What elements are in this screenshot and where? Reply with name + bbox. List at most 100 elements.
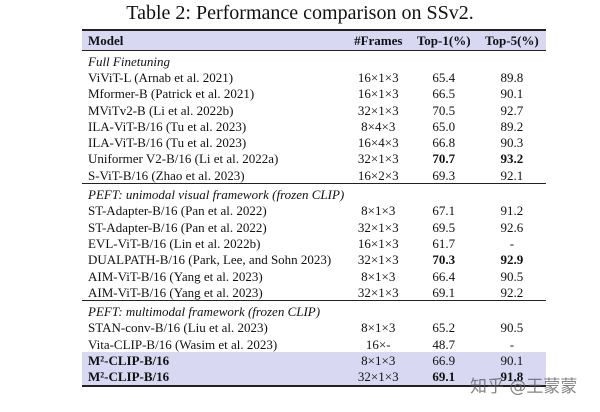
cell: 69.1 (432, 284, 456, 300)
data-row: Uniformer V2-B/16 (Li et al. 2022a) 32×1×… (82, 151, 546, 167)
cell: 90.5 (500, 268, 524, 284)
cell: ST-Adapter-B/16 (Pan et al. 2022) (88, 219, 267, 235)
data-row: MViTv2-B (Li et al. 2022b) 32×1×3 70.5 92.7 (82, 102, 546, 118)
group-row: Full Finetuning (82, 51, 546, 70)
cell: 90.5 (500, 320, 524, 336)
data-row: ST-Adapter-B/16 (Pan et al. 2022) 8×1×3 67… (82, 203, 546, 219)
cell: 8×1×3 (361, 268, 396, 284)
cell: 92.2 (500, 284, 524, 300)
cell: DUALPATH-B/16 (Park, Lee, and Sohn 2023) (88, 252, 332, 268)
data-row: STAN-conv-B/16 (Liu et al. 2023) 8×1×3 65.… (82, 320, 546, 336)
cell: 66.9 (409, 352, 478, 369)
group-label: PEFT: unimodal visual framework (frozen … (82, 183, 546, 203)
cell: EVL-ViT-B/16 (Lin et al. 2022b) (88, 235, 261, 251)
cell: 67.1 (432, 203, 456, 219)
cell: 89.2 (500, 118, 524, 134)
data-row: M²-CLIP-B/16 32×1×3 69.1 91.8 (82, 368, 546, 387)
watermark: 知乎 @王蒙蒙 (470, 377, 578, 397)
data-row: S-ViT-B/16 (Zhao et al. 2023) 16×2×3 69.3 9… (82, 167, 546, 184)
cell: 8×1×3 (361, 320, 396, 336)
header-cell: Top-5(%) (477, 29, 546, 51)
header-row: Model #Frames Top-1(%) Top-5(%) (82, 29, 546, 51)
data-row: ILA-ViT-B/16 (Tu et al. 2023) 8×4×3 65.0 89… (82, 118, 546, 134)
cell: 32×1×3 (357, 252, 399, 268)
cell: 70.5 (432, 102, 456, 118)
header-cell: Top-1(%) (409, 29, 478, 51)
cell: 91.2 (500, 203, 524, 219)
cell: MViTv2-B (Li et al. 2022b) (88, 102, 234, 118)
cell: 66.8 (432, 135, 456, 151)
cell: 8×1×3 (361, 203, 396, 219)
data-row: EVL-ViT-B/16 (Lin et al. 2022b) 16×1×3 61.… (82, 235, 546, 251)
cell: M²-CLIP-B/16 (82, 368, 347, 387)
cell: 61.7 (432, 235, 456, 251)
data-row: ViViT-L (Arnab et al. 2021) 16×1×3 65.4 89.… (82, 69, 546, 85)
cell: 69.3 (432, 167, 456, 183)
cell: 16×1×3 (357, 86, 399, 102)
cell: 89.8 (500, 69, 524, 85)
cell: 65.2 (432, 320, 456, 336)
cell: 8×4×3 (361, 118, 396, 134)
cell: 48.7 (432, 336, 456, 352)
cell: STAN-conv-B/16 (Liu et al. 2023) (88, 320, 268, 336)
cell: 90.3 (500, 135, 524, 151)
data-row: ILA-ViT-B/16 (Tu et al. 2023) 16×4×3 66.8 9… (82, 134, 546, 150)
group-row: PEFT: multimodal framework (frozen CLIP) (82, 300, 546, 320)
cell: ILA-ViT-B/16 (Tu et al. 2023) (88, 118, 247, 134)
data-row: DUALPATH-B/16 (Park, Lee, and Sohn 2023)… (82, 252, 546, 268)
cell: ViViT-L (Arnab et al. 2021) (88, 69, 234, 85)
cell: M²-CLIP-B/16 (82, 352, 347, 369)
cell: S-ViT-B/16 (Zhao et al. 2023) (88, 167, 245, 183)
cell: 92.6 (500, 219, 524, 235)
data-row: AIM-ViT-B/16 (Yang et al. 2023) 8×1×3 66.4… (82, 268, 546, 284)
cell: 70.3 (432, 252, 456, 268)
cell: 66.5 (432, 86, 456, 102)
data-row: Vita-CLIP-B/16 (Wasim et al. 2023) 16×- 48… (82, 336, 546, 352)
cell: 69.5 (432, 219, 456, 235)
cell: 90.1 (477, 352, 546, 369)
group-label: Full Finetuning (88, 53, 170, 69)
cell: - (509, 336, 515, 352)
group-label: PEFT: multimodal framework (frozen CLIP) (82, 300, 546, 320)
cell: 92.7 (500, 102, 524, 118)
cell: 90.1 (500, 86, 524, 102)
cell: 32×1×3 (357, 219, 399, 235)
cell: 16×4×3 (357, 135, 399, 151)
cell: 93.2 (500, 151, 524, 167)
cell: 66.4 (432, 268, 456, 284)
cell: ILA-ViT-B/16 (Tu et al. 2023) (88, 135, 247, 151)
cell: 8×1×3 (346, 352, 410, 369)
cell: 92.1 (500, 167, 524, 183)
cell: 65.4 (432, 69, 456, 85)
cell: 32×1×3 (357, 102, 399, 118)
cell: 92.9 (500, 252, 524, 268)
header-cell: #Frames (346, 29, 410, 51)
group-row: PEFT: unimodal visual framework (frozen … (82, 183, 546, 203)
cell: 16×- (365, 336, 391, 352)
cell: 91.8 (477, 368, 546, 387)
data-row: ST-Adapter-B/16 (Pan et al. 2022) 32×1×3 6… (82, 219, 546, 235)
cell: Mformer-B (Patrick et al. 2021) (88, 86, 255, 102)
cell: 32×1×3 (346, 368, 410, 387)
cell: 16×1×3 (357, 235, 399, 251)
table-title: Table 2: Performance comparison on SSv2. (126, 2, 474, 24)
cell: ST-Adapter-B/16 (Pan et al. 2022) (88, 203, 267, 219)
cell: 65.0 (432, 118, 456, 134)
cell: 32×1×3 (357, 284, 399, 300)
header-cell: Model (82, 29, 347, 51)
cell: 16×2×3 (357, 167, 399, 183)
cell: AIM-ViT-B/16 (Yang et al. 2023) (88, 268, 263, 284)
cell: Uniformer V2-B/16 (Li et al. 2022a) (88, 151, 279, 167)
cell: 16×1×3 (357, 69, 399, 85)
data-row: AIM-ViT-B/16 (Yang et al. 2023) 32×1×3 69.… (82, 284, 546, 301)
data-row: Mformer-B (Patrick et al. 2021) 16×1×3 66.… (82, 86, 546, 102)
data-row: M²-CLIP-B/16 8×1×3 66.9 90.1 (82, 352, 546, 369)
cell: 70.7 (432, 151, 456, 167)
cell: AIM-ViT-B/16 (Yang et al. 2023) (88, 284, 263, 300)
cell: 69.1 (409, 368, 478, 387)
cell: 32×1×3 (357, 151, 399, 167)
table: Model #Frames Top-1(%) Top-5(%) Full Finetun… (82, 29, 546, 387)
cell: Vita-CLIP-B/16 (Wasim et al. 2023) (88, 336, 278, 352)
cell: - (509, 235, 515, 251)
